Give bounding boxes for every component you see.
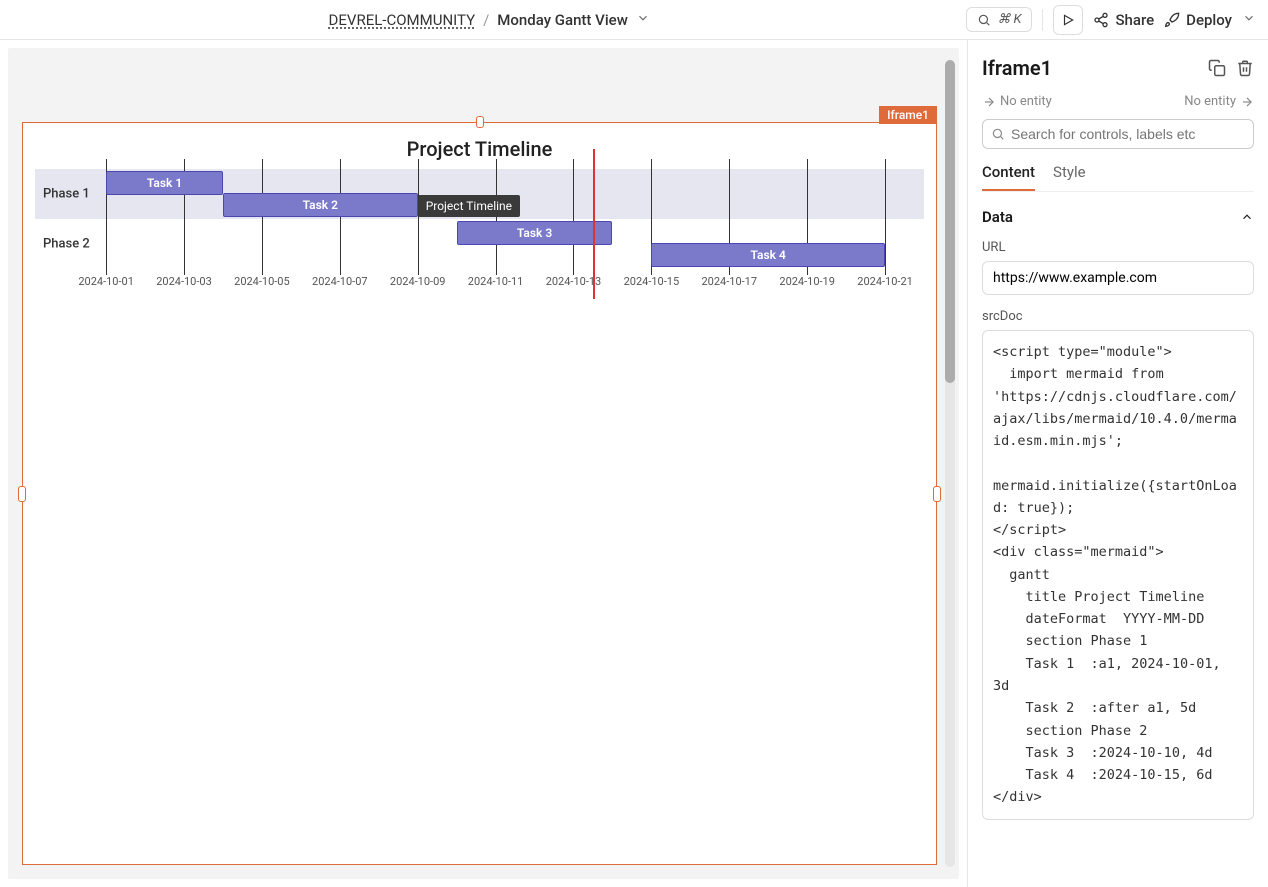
scrollbar[interactable] [945, 60, 955, 867]
search-icon [991, 127, 1005, 141]
copy-icon[interactable] [1208, 59, 1226, 77]
resize-handle-top[interactable] [476, 116, 484, 128]
canvas[interactable]: Iframe1 Project Timeline Phase 1Task 1Ta… [0, 40, 968, 887]
breadcrumb-separator: / [483, 11, 489, 29]
deploy-label: Deploy [1186, 11, 1232, 29]
entity-row: No entity No entity [982, 94, 1254, 109]
panel-tabs: Content Style [982, 163, 1254, 192]
iframe-selection-label: Iframe1 [879, 106, 937, 124]
topbar: DEVREL-COMMUNITY / Monday Gantt View ⌘ K… [0, 0, 1268, 40]
breadcrumb-page[interactable]: Monday Gantt View [497, 11, 628, 29]
gantt-task-bar[interactable]: Task 4 [651, 243, 885, 267]
gantt-xtick-label: 2024-10-17 [701, 275, 757, 288]
srcdoc-label: srcDoc [982, 309, 1254, 324]
gantt-xtick-label: 2024-10-15 [624, 275, 680, 288]
tab-content[interactable]: Content [982, 163, 1035, 191]
tab-style[interactable]: Style [1053, 163, 1086, 191]
resize-handle-left[interactable] [18, 486, 26, 502]
topbar-actions: ⌘ K Share Deploy [966, 5, 1256, 35]
main: Iframe1 Project Timeline Phase 1Task 1Ta… [0, 40, 1268, 887]
gantt-gridline [573, 159, 574, 275]
play-button[interactable] [1053, 5, 1083, 35]
panel-search-input[interactable] [1011, 126, 1245, 142]
entity-outgoing[interactable]: No entity [1184, 94, 1254, 109]
rocket-icon [1164, 12, 1180, 28]
gantt-gridline [262, 159, 263, 275]
chevron-up-icon [1240, 210, 1254, 224]
gantt-tooltip: Project Timeline [418, 195, 520, 217]
share-label: Share [1115, 11, 1154, 29]
gantt-xtick-label: 2024-10-01 [78, 275, 134, 288]
gantt-xtick-label: 2024-10-11 [468, 275, 524, 288]
section-data[interactable]: Data [982, 208, 1254, 226]
gantt-gridline [496, 159, 497, 275]
gantt-xtick-label: 2024-10-09 [390, 275, 446, 288]
gantt-task-bar[interactable]: Task 2 [223, 193, 418, 217]
gantt-title: Project Timeline [35, 137, 924, 161]
gantt-xtick-label: 2024-10-19 [779, 275, 835, 288]
arrow-right-icon [1240, 95, 1254, 109]
gantt-xtick-label: 2024-10-21 [857, 275, 913, 288]
gantt-xtick-label: 2024-10-07 [312, 275, 368, 288]
resize-handle-right[interactable] [933, 486, 941, 502]
canvas-background: Iframe1 Project Timeline Phase 1Task 1Ta… [8, 48, 959, 879]
gantt-gridline [885, 159, 886, 275]
gantt-gridline [340, 159, 341, 275]
entity-incoming-label: No entity [1000, 94, 1052, 109]
url-label: URL [982, 240, 1254, 255]
url-input[interactable] [982, 261, 1254, 295]
srcdoc-input[interactable]: <script type="module"> import mermaid fr… [982, 330, 1254, 820]
command-shortcut: ⌘ K [997, 12, 1021, 27]
play-icon [1061, 13, 1075, 27]
properties-panel: Iframe1 No entity No entity Content Styl… [968, 40, 1268, 887]
divider [1042, 9, 1043, 31]
gantt-task-bar[interactable]: Task 3 [457, 221, 613, 245]
chevron-down-icon[interactable] [1242, 11, 1256, 29]
search-icon [977, 13, 991, 27]
gantt-gridline [418, 159, 419, 275]
gantt-chart: Project Timeline Phase 1Task 1Task 2Phas… [23, 123, 936, 311]
command-search[interactable]: ⌘ K [966, 7, 1032, 32]
entity-outgoing-label: No entity [1184, 94, 1236, 109]
panel-title: Iframe1 [982, 56, 1198, 80]
share-icon [1093, 12, 1109, 28]
gantt-today-line [593, 149, 595, 299]
share-button[interactable]: Share [1093, 11, 1154, 29]
deploy-button[interactable]: Deploy [1164, 11, 1232, 29]
gantt-section-label: Phase 1 [43, 187, 90, 202]
gantt-xtick-label: 2024-10-05 [234, 275, 290, 288]
gantt-section: Phase 2 Task 3 Task 4 [35, 219, 924, 269]
gantt-task-bar[interactable]: Task 1 [106, 171, 223, 195]
breadcrumb: DEVREL-COMMUNITY / Monday Gantt View [12, 11, 966, 29]
section-data-label: Data [982, 208, 1013, 226]
chevron-down-icon[interactable] [636, 11, 650, 29]
gantt-section-label: Phase 2 [43, 237, 90, 252]
scrollbar-thumb[interactable] [945, 60, 955, 383]
breadcrumb-org[interactable]: DEVREL-COMMUNITY [329, 11, 476, 29]
arrow-right-icon [982, 95, 996, 109]
trash-icon[interactable] [1236, 59, 1254, 77]
entity-incoming[interactable]: No entity [982, 94, 1052, 109]
panel-search[interactable] [982, 119, 1254, 149]
gantt-xtick-label: 2024-10-03 [156, 275, 212, 288]
iframe-component[interactable]: Project Timeline Phase 1Task 1Task 2Phas… [22, 122, 937, 865]
